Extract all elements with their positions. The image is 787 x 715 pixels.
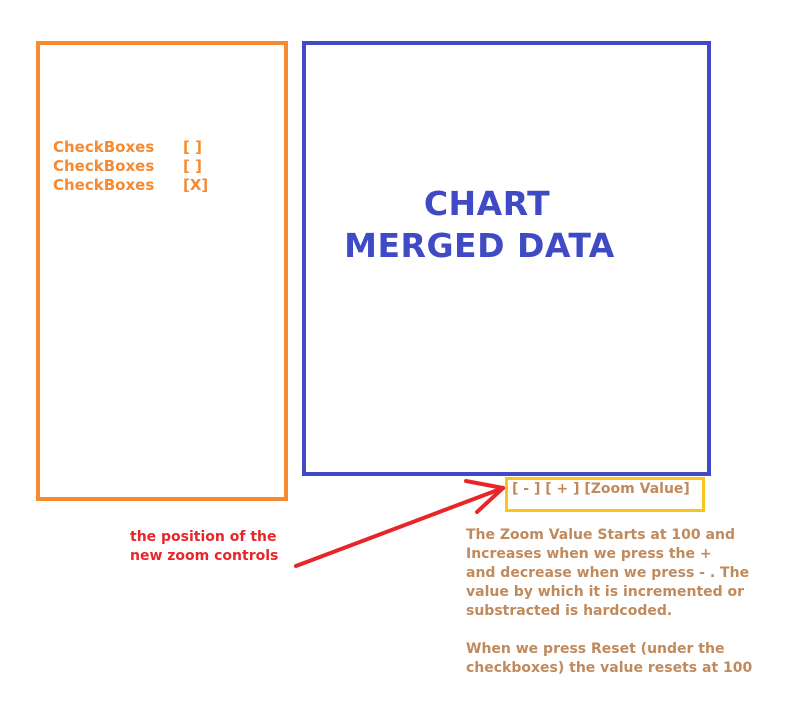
checkbox[interactable]: [X] [183, 176, 209, 194]
chart-title-line1: CHART [423, 184, 551, 223]
checkbox-label: CheckBoxes [53, 176, 155, 194]
zoom-description: The Zoom Value Starts at 100 and Increas… [466, 527, 750, 619]
chart-area [302, 41, 711, 476]
checkbox-label: CheckBoxes [53, 157, 155, 175]
checkbox-row[interactable]: CheckBoxes [ ] [53, 157, 202, 176]
zoom-position-note: the position of the new zoom controls [130, 529, 279, 564]
checkbox-label: CheckBoxes [53, 138, 155, 156]
checkbox-panel [36, 41, 288, 501]
reset-description: When we press Reset (under the checkboxe… [466, 641, 753, 676]
zoom-controls-label[interactable]: [ - ] [ + ] [Zoom Value] [512, 481, 690, 497]
checkbox-row[interactable]: CheckBoxes [X] [53, 176, 208, 195]
checkbox-row[interactable]: CheckBoxes [ ] [53, 138, 202, 157]
zoom-controls [505, 477, 705, 512]
checkbox[interactable]: [ ] [183, 157, 202, 175]
checkbox[interactable]: [ ] [183, 138, 202, 156]
chart-title-line2: MERGED DATA [344, 226, 615, 265]
